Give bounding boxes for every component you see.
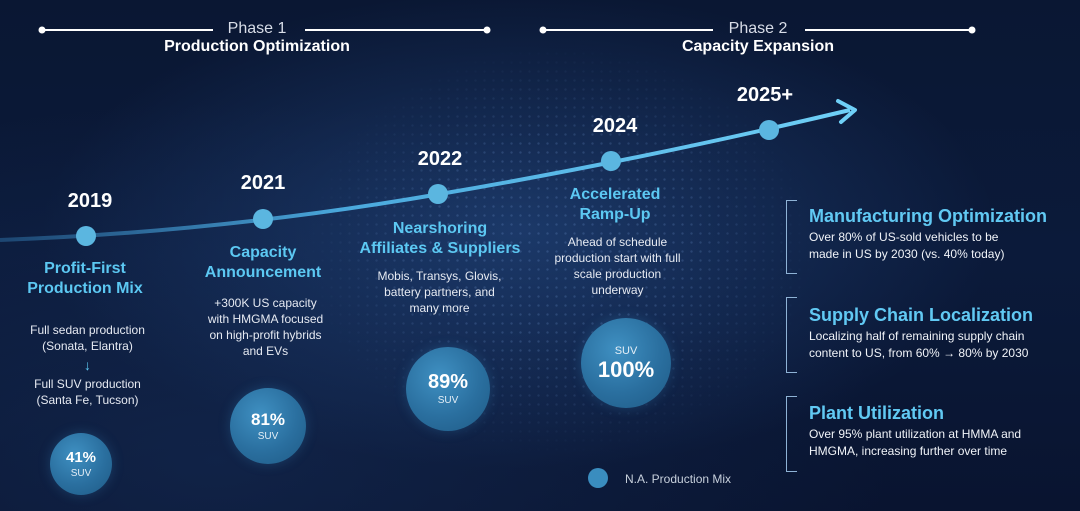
milestone-2019-desc: Full sedan production (Sonata, Elantra) … xyxy=(10,322,165,408)
timeline-node-2019 xyxy=(76,226,96,246)
panel-supply-chain-title: Supply Chain Localization xyxy=(809,305,1034,325)
phase-1-title: Production Optimization xyxy=(164,38,350,55)
panel-manufacturing: Manufacturing Optimization Over 80% of U… xyxy=(809,206,1047,263)
legend-swatch xyxy=(588,468,608,488)
suv-bubble-2024: SUV 100% xyxy=(581,318,671,408)
panel-plant-utilization-desc: Over 95% plant utilization at HMMA and H… xyxy=(809,427,1022,458)
bracket-manufacturing xyxy=(786,200,797,274)
milestone-2024-desc: Ahead of schedule production start with … xyxy=(554,235,681,297)
phase-2-label: Phase 2 xyxy=(728,20,788,37)
phase-2-title: Capacity Expansion xyxy=(681,38,835,55)
timeline-node-2024 xyxy=(601,151,621,171)
panel-supply-chain-desc: Localizing half of remaining supply chai… xyxy=(809,329,1029,360)
world-map-dots xyxy=(300,40,820,460)
suv-bubble-2019: 41% SUV xyxy=(50,433,112,495)
panel-plant-utilization-title: Plant Utilization xyxy=(809,403,944,423)
bracket-plant-utilization xyxy=(786,396,797,472)
year-2024: 2024 xyxy=(592,115,638,137)
milestone-2019-title: Profit-First Production Mix xyxy=(27,260,143,297)
suv-bubble-2021: 81% SUV xyxy=(230,388,306,464)
panel-plant-utilization: Plant Utilization Over 95% plant utiliza… xyxy=(809,403,1021,460)
timeline-node-2022 xyxy=(428,184,448,204)
year-2019: 2019 xyxy=(67,190,113,212)
bracket-supply-chain xyxy=(786,297,797,373)
year-2025-plus: 2025+ xyxy=(736,84,794,106)
panel-manufacturing-desc: Over 80% of US-sold vehicles to be made … xyxy=(809,230,1005,261)
milestone-2021-title: Capacity Announcement xyxy=(204,244,322,281)
phase-1-header: Phase 1 Production Optimization xyxy=(157,20,357,56)
timeline-arrowhead xyxy=(836,99,857,124)
year-2022: 2022 xyxy=(417,148,463,170)
phase-1-label: Phase 1 xyxy=(227,20,287,37)
year-2021: 2021 xyxy=(240,172,286,194)
timeline-node-2021 xyxy=(253,209,273,229)
milestone-2021-desc: +300K US capacity with HMGMA focused on … xyxy=(207,296,324,358)
suv-bubble-2022: 89% SUV xyxy=(406,347,490,431)
panel-supply-chain: Supply Chain Localization Localizing hal… xyxy=(809,305,1033,362)
timeline-node-2025 xyxy=(759,120,779,140)
milestone-2024-title: Accelerated Ramp-Up xyxy=(569,186,661,223)
phase-2-header: Phase 2 Capacity Expansion xyxy=(658,20,858,56)
milestone-2022-title: Nearshoring Affiliates & Suppliers xyxy=(359,220,521,257)
arrow-down-icon: ↓ xyxy=(84,357,91,373)
panel-manufacturing-title: Manufacturing Optimization xyxy=(809,206,1047,226)
milestone-2022-desc: Mobis, Transys, Glovis, battery partners… xyxy=(377,269,502,315)
legend-label: N.A. Production Mix xyxy=(625,472,732,486)
